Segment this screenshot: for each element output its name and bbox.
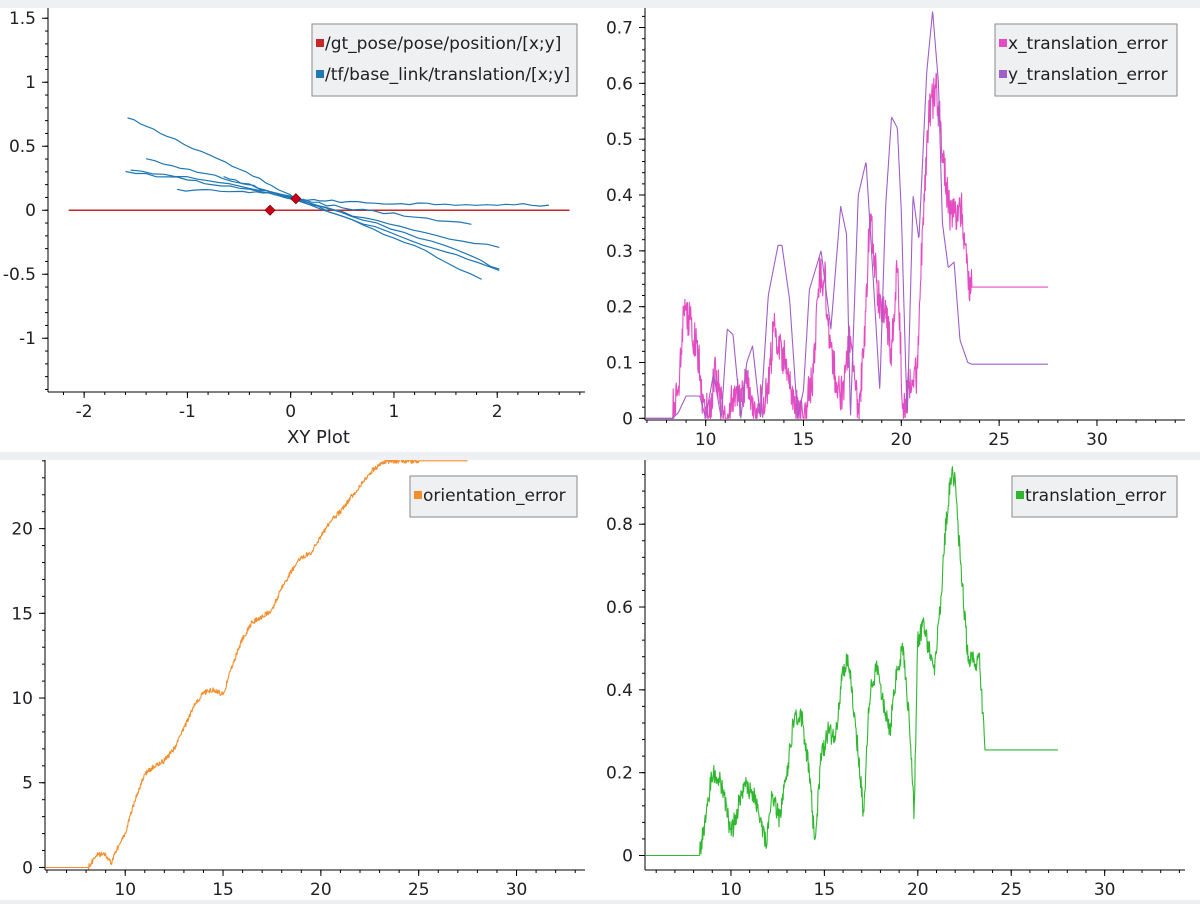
x-tick-label: 30 [1094, 880, 1116, 900]
y-tick-label: 1.5 [9, 9, 36, 29]
x-tick-label: 10 [720, 880, 742, 900]
plot-background[interactable] [588, 460, 1200, 900]
legend-swatch [316, 39, 324, 47]
legend-box [1011, 475, 1178, 518]
plot-background[interactable] [0, 460, 588, 900]
y-tick-label: 0.7 [606, 19, 633, 39]
x-tick-label: 2 [492, 402, 503, 422]
legend-swatch [999, 39, 1007, 47]
series-group [46, 460, 468, 870]
series-group [646, 11, 1049, 420]
x-tick-label: 10 [114, 880, 136, 900]
legend-label[interactable]: orientation_error [423, 486, 566, 506]
y-tick-label: 5 [22, 774, 33, 794]
y-tick-label: -1 [19, 329, 36, 349]
x-tick-label: -2 [76, 402, 93, 422]
legend-swatch [999, 70, 1007, 78]
x-tick-label: 0 [285, 402, 296, 422]
y-tick-label: 0 [622, 409, 633, 429]
y-tick-label: 10 [11, 689, 33, 709]
y-tick-label: 0.6 [606, 598, 633, 618]
y-tick-label: 0.4 [606, 186, 633, 206]
legend-swatch [316, 70, 324, 78]
x-tick-label: 15 [793, 430, 815, 450]
legend[interactable]: x_translation_error y_translation_error [994, 23, 1178, 97]
y-tick-label: 0.2 [606, 764, 633, 784]
y-tick-label: 20 [11, 520, 33, 540]
x-tick-label: 15 [814, 880, 836, 900]
chart-xy-error: 10 15 20 25 30 0 0.1 0.2 0.3 0.4 0.5 0.6 0.7 x_transl… [588, 8, 1200, 452]
x-tick-label: 20 [310, 880, 332, 900]
series-line-x_translation_error [646, 72, 1049, 420]
legend-swatch [414, 491, 422, 499]
y-tick-label: 0.5 [9, 137, 36, 157]
x-tick-label: 20 [907, 880, 929, 900]
y-tick-label: 0.5 [606, 130, 633, 150]
legend-label[interactable]: translation_error [1025, 486, 1166, 506]
y-tick-label: -0.5 [3, 265, 36, 285]
legend-label[interactable]: x_translation_error [1008, 34, 1168, 54]
series-group [646, 466, 1059, 857]
x-tick-label: 25 [1000, 880, 1022, 900]
y-tick-label: 0.4 [606, 681, 633, 701]
x-axis-title: XY Plot [287, 427, 350, 448]
y-tick-label: 1 [25, 73, 36, 93]
x-tick-label: 1 [389, 402, 400, 422]
x-tick-label: 30 [1086, 430, 1108, 450]
legend-label[interactable]: /gt_pose/pose/position/[x;y] [325, 34, 561, 54]
position-marker[interactable] [264, 204, 276, 216]
y-tick-label: 0.8 [606, 515, 633, 535]
y-tick-label: 0 [22, 858, 33, 878]
axes [45, 8, 585, 395]
x-tick-label: 25 [988, 430, 1010, 450]
chart-orientation: 10 15 20 25 30 0 5 10 15 20 orientation_error [0, 460, 588, 900]
chart-translation: 10 15 20 25 30 0 0.2 0.4 0.6 0.8 translation_error [588, 460, 1200, 900]
x-tick-label: 20 [890, 430, 912, 450]
legend[interactable]: /gt_pose/pose/position/[x;y] /tf/base_lin… [311, 23, 578, 97]
legend[interactable]: translation_error [1011, 475, 1178, 518]
y-tick-label: 0 [622, 847, 633, 867]
legend-swatch [1016, 491, 1024, 499]
legend-box [994, 23, 1178, 97]
y-tick-label: 15 [11, 604, 33, 624]
x-tick-label: 15 [212, 880, 234, 900]
legend[interactable]: orientation_error [409, 475, 578, 518]
x-tick-label: 25 [408, 880, 430, 900]
y-tick-label: 0 [25, 201, 36, 221]
legend-box [311, 23, 578, 97]
x-tick-label: -1 [179, 402, 196, 422]
legend-label[interactable]: /tf/base_link/translation/[x;y] [325, 65, 570, 85]
legend-label[interactable]: y_translation_error [1008, 65, 1168, 85]
y-tick-label: 0.2 [606, 298, 633, 318]
chart-xy: -2 -1 0 1 2 1.5 1 0.5 0 -0.5 -1 XY Plot/gt_pose/pos… [0, 8, 588, 452]
position-marker[interactable] [290, 193, 302, 205]
legend-box [409, 475, 578, 518]
y-tick-label: 0.6 [606, 74, 633, 94]
series-line-translation_error [646, 466, 1059, 857]
axes [642, 8, 1185, 423]
series-line-y_translation_error [646, 11, 1049, 419]
series-line-orientation_error [46, 460, 468, 870]
x-tick-label: 30 [506, 880, 528, 900]
y-tick-label: 0.3 [606, 242, 633, 262]
axes [42, 460, 585, 873]
series-path-2-segment-1 [127, 117, 549, 207]
x-tick-label: 10 [695, 430, 717, 450]
y-tick-label: 0.1 [606, 353, 633, 373]
